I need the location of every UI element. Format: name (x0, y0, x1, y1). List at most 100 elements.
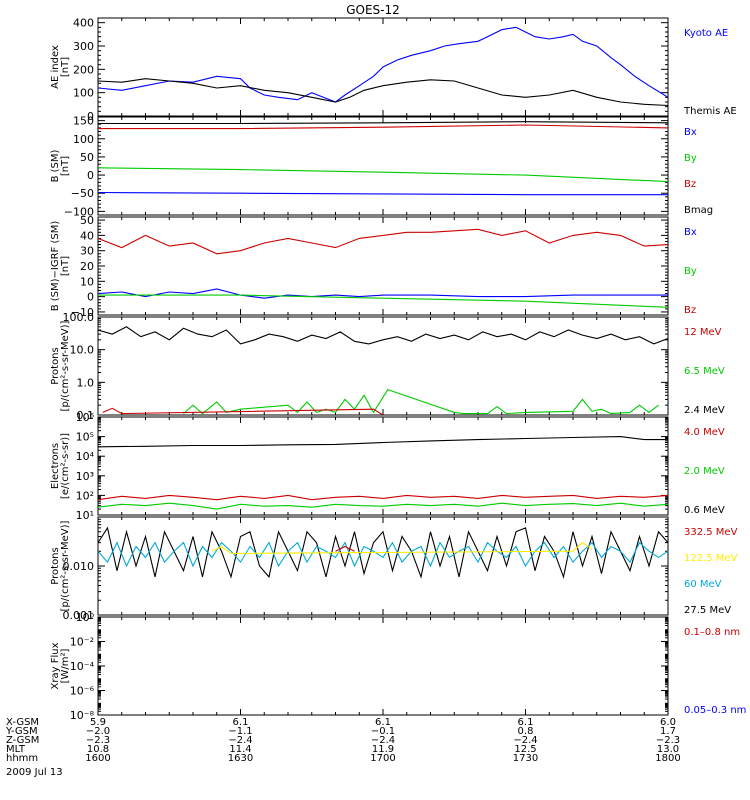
y-axis-label: B (SM)[nT] (50, 149, 71, 182)
y-tick-label: 10¹ (76, 509, 94, 522)
x-row-label: MLT (6, 744, 26, 755)
x-row-value: 10.8 (87, 744, 109, 755)
y-tick-label: 150 (73, 115, 94, 128)
x-row-value: 1800 (655, 753, 680, 764)
y-tick-label: 10³ (76, 470, 94, 483)
y-tick-label: −50 (71, 187, 94, 200)
panel-frame (97, 316, 669, 416)
series-line-themis-ae (98, 78, 668, 107)
y-axis-label-line: [nT] (60, 57, 71, 77)
y-axis-label-line: [W/m²] (60, 648, 71, 683)
legend-label: 6.5 MeV (684, 366, 725, 377)
x-row-value: −2.4 (371, 735, 395, 746)
panel-b: −100 −50 0 50 100 150 B (SM)[nT] Bx By Bz Bmag (50, 115, 713, 219)
x-row-value: 5.9 (90, 717, 106, 728)
series-line-122-5-mev (211, 541, 593, 555)
y-tick-label: 50 (80, 214, 94, 227)
x-row-value: 1630 (228, 753, 253, 764)
y-tick-label: 10⁻⁴ (70, 660, 95, 673)
legend-label: 27.5 MeV (684, 605, 731, 616)
x-row-value: −1.1 (228, 726, 252, 737)
series-line-by (98, 167, 668, 183)
series-line-4-0-mev (98, 494, 668, 501)
x-row-value: 13.0 (657, 744, 679, 755)
series-line-bx (98, 191, 668, 196)
panel-frame (97, 416, 669, 516)
y-tick-label: 20 (80, 260, 94, 273)
series-line-bz (98, 228, 668, 255)
x-row-value: 0.8 (518, 726, 534, 737)
y-axis-label-line: B (SM)−IGRF (SM) (50, 221, 61, 312)
y-tick-label: 10 (80, 275, 94, 288)
x-row-value: 1600 (85, 753, 110, 764)
x-row-value: −2.0 (86, 726, 110, 737)
series-line-60-mev (98, 541, 668, 568)
y-tick-label: −10 (71, 306, 94, 319)
y-tick-label: 0.1 (77, 409, 95, 422)
legend-label: 122.5 MeV (684, 553, 738, 564)
series-line-kyoto-ae (98, 26, 668, 103)
y-tick-label: 400 (73, 17, 94, 30)
y-tick-label: 200 (73, 63, 94, 76)
x-row-value: 1700 (370, 753, 395, 764)
legend-label: Bmag (684, 205, 713, 216)
y-axis-label-line: [p/(cm²-s-sr-MeV)] (60, 320, 71, 411)
x-row-value: −0.1 (371, 726, 395, 737)
y-axis-label-line: [nT] (60, 156, 71, 176)
y-tick-label: 10⁴ (76, 450, 95, 463)
x-row-label: Z-GSM (6, 735, 39, 746)
y-tick-label: 10⁰ (76, 611, 95, 624)
panel-xray: 10⁻⁸ 10⁻⁶ 10⁻⁴ 10⁻² 10⁰ Xray Flux[W/m²] 0.1–0.… (50, 611, 746, 722)
y-tick-label: 100 (73, 87, 94, 100)
series-line-by (98, 294, 668, 308)
series-line-bx (98, 288, 668, 299)
legend-label: By (684, 266, 697, 277)
legend-label: 2.4 MeV (684, 405, 725, 416)
x-row-value: −2.3 (86, 735, 110, 746)
y-tick-label: 0 (87, 110, 94, 123)
y-axis-label: Xray Flux[W/m²] (50, 642, 71, 689)
date-label: 2009 Jul 13 (6, 767, 63, 778)
x-row-label: Y-GSM (5, 726, 38, 737)
series-line-332-5-mev (335, 545, 355, 552)
y-tick-label: −100 (64, 205, 94, 218)
x-row-value: 1.7 (660, 726, 676, 737)
legend-label: 60 MeV (684, 579, 722, 590)
legend-label: Bz (684, 305, 696, 316)
chart-title: GOES-12 (346, 3, 400, 17)
y-tick-label: 10² (76, 489, 94, 502)
x-row-value: 6.1 (518, 717, 534, 728)
y-axis-label-line: [p/(cm²-s-sr-MeV)] (60, 520, 71, 611)
y-axis-label-line: Xray Flux (50, 642, 61, 689)
panel-ae: 0 100 200 300 400 AE index[nT] Kyoto AE Themis … (50, 17, 737, 123)
x-row-label: X-GSM (6, 717, 39, 728)
y-tick-label: 0 (87, 169, 94, 182)
legend-label: By (684, 153, 697, 164)
legend-label: Bz (684, 179, 696, 190)
legend-label: 0.05–0.3 nm (684, 705, 746, 716)
legend-label: 4.0 MeV (684, 427, 725, 438)
x-row-label: hhmm (6, 753, 38, 764)
series-line-bz (98, 124, 668, 130)
x-row-value: −2.3 (656, 735, 680, 746)
y-tick-label: 0 (87, 291, 94, 304)
panel-protons_low: 0.11.010.0100.0Protons[p/(cm²-s-sr-MeV)]… (50, 311, 725, 422)
y-axis-label: AE index[nT] (50, 45, 71, 89)
x-row-value: −2.4 (228, 735, 252, 746)
y-tick-label: 30 (80, 245, 94, 258)
x-row-value: 11.9 (372, 744, 394, 755)
y-axis-label-line: [e/(cm²-s-sr)] (60, 433, 71, 499)
y-axis-label: Protons[p/(cm²-s-sr-MeV)] (50, 520, 71, 611)
legend-label: Themis AE (683, 106, 737, 117)
y-tick-label: 10⁻⁶ (70, 685, 95, 698)
y-tick-label: 50 (80, 151, 94, 164)
y-tick-label: 100.0 (63, 311, 95, 324)
y-tick-label: 10⁶ (76, 411, 95, 424)
y-axis-label: Protons[p/(cm²-s-sr-MeV)] (50, 320, 71, 411)
x-axis-info: X-GSM 5.9 6.1 6.1 6.1 6.0 Y-GSM −2.0 −1.1 −0.1 0.8… (5, 717, 681, 764)
y-tick-label: 0.010 (63, 560, 95, 573)
y-axis-label-line: B (SM) (50, 149, 61, 182)
series-line-2-0-mev (98, 502, 668, 510)
y-tick-label: 100 (73, 133, 94, 146)
y-axis-label: B (SM)−IGRF (SM)[nT] (50, 221, 71, 312)
